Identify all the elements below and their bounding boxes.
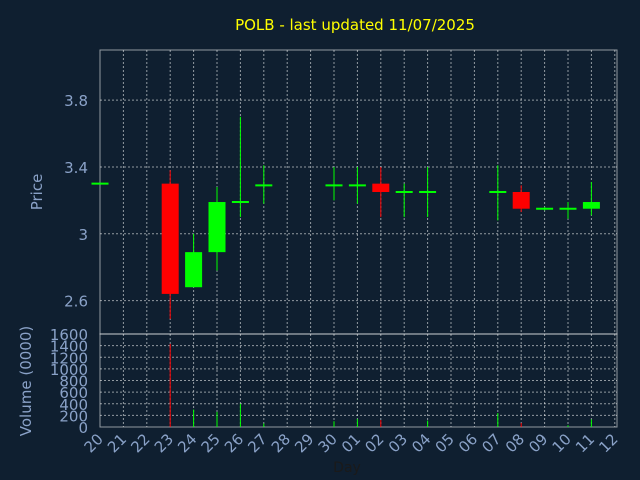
candle [536,207,554,211]
x-tick-label: 25 [198,430,224,456]
candle [419,166,437,218]
candle [582,181,600,216]
volume-tick-label: 200 [59,407,88,425]
volume-tick-label: 1400 [50,338,88,356]
x-tick-label: 09 [525,430,551,456]
x-tick-label: 06 [455,430,481,456]
x-tick-label: 28 [268,430,294,456]
candle [512,185,530,213]
candle [325,166,343,201]
x-tick-label: 10 [549,430,575,456]
price-tick-label: 3.4 [64,159,88,177]
candle [395,183,413,218]
volume-tick-label: 1000 [50,361,88,379]
candle [185,233,203,288]
x-tick-label: 29 [291,430,317,456]
x-axis-label: Day [333,460,361,476]
candle-body [185,252,203,288]
x-tick-label: 08 [502,430,528,456]
x-tick-label: 23 [151,430,177,456]
volume-bars [169,343,592,427]
volume-tick-label: 600 [59,384,88,402]
volume-tick-label: 800 [59,373,88,391]
candle-body [208,202,226,253]
x-tick-label: 27 [244,430,270,456]
candle [489,165,507,221]
volume-tick-label: 1200 [50,349,88,367]
candle [161,170,179,319]
x-tick-label: 11 [572,430,598,456]
volume-axis-label: Volume (0000) [17,326,35,436]
x-tick-label: 26 [221,430,247,456]
candle-body [512,192,530,209]
candles [91,116,600,319]
candle [208,186,226,271]
x-tick-label: 01 [338,430,364,456]
x-tick-label: 12 [595,430,621,456]
candle-body [582,202,600,209]
candle-body [161,183,179,294]
x-tick-label: 21 [104,430,130,456]
price-tick-label: 3.8 [64,92,88,110]
price-axis-ticks: 2.6 3 3.4 3.8 [64,92,88,310]
candle [559,202,577,219]
x-tick-label: 03 [385,430,411,456]
x-tick-label: 07 [478,430,504,456]
candle-body [372,183,390,192]
price-tick-label: 3 [78,226,88,244]
x-tick-label: 24 [174,430,200,456]
volume-tick-label: 400 [59,396,88,414]
volume-tick-label: 1600 [50,326,88,344]
x-tick-label: 30 [315,430,341,456]
x-tick-label: 04 [408,430,434,456]
price-axis-label: Price [28,174,46,211]
x-tick-label: 02 [361,430,387,456]
x-axis-ticks: 2021222324252627282930010203040506070809… [81,430,622,456]
candle [372,166,390,218]
candle [348,166,366,204]
x-tick-label: 05 [432,430,458,456]
volume-tick-label: 0 [78,419,88,437]
x-tick-label: 22 [127,430,153,456]
price-tick-label: 2.6 [64,293,88,311]
candle [231,116,249,218]
chart-title: POLB - last updated 11/07/2025 [235,16,475,34]
candle [255,165,273,204]
